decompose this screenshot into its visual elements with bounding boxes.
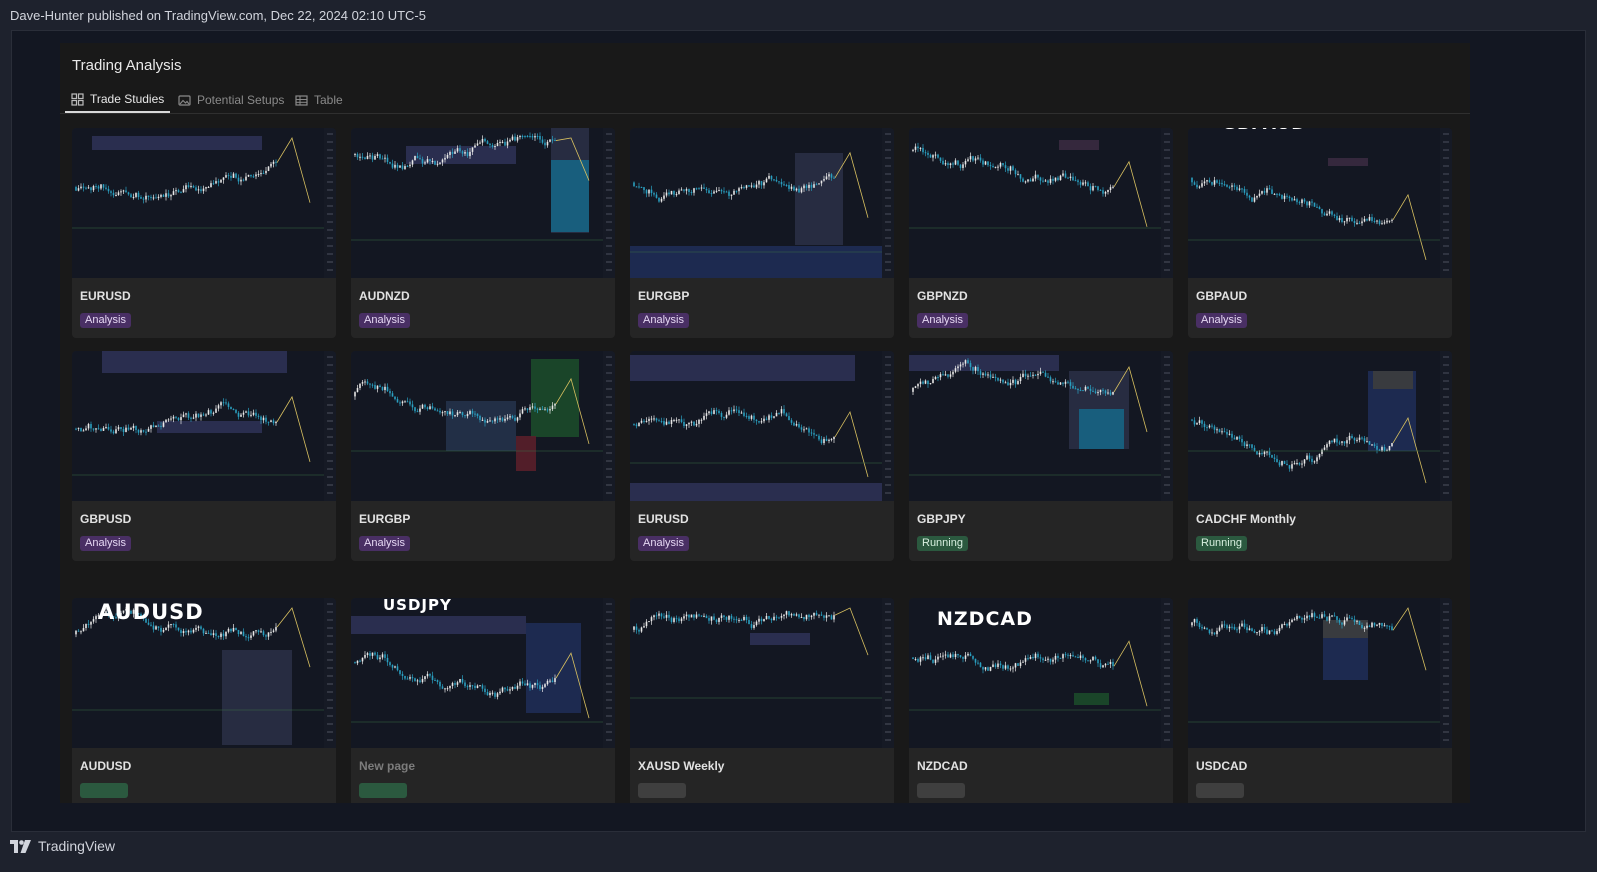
card-title: New page [359, 759, 416, 773]
chart-thumbnail [909, 351, 1173, 501]
gallery-card[interactable]: GBPJPY Running [909, 351, 1173, 561]
chart-thumbnail-image [1188, 128, 1452, 278]
tab-table[interactable]: Table [295, 87, 343, 113]
embedded-page-frame: Trading Analysis Trade Studies Potential… [11, 30, 1586, 832]
chart-ticker-label: NZDCAD [937, 608, 1033, 630]
gallery-card[interactable]: USDCAD [1188, 598, 1452, 803]
chart-thumbnail-image [72, 128, 336, 278]
gallery-card[interactable]: EURGBP Analysis [351, 351, 615, 561]
tradingview-footer: TradingView [10, 838, 115, 854]
chart-thumbnail: NZDCAD [909, 598, 1173, 748]
status-badge: Running [917, 536, 968, 551]
card-title: EURUSD [638, 512, 689, 526]
gallery-card[interactable]: NZDCAD NZDCAD [909, 598, 1173, 803]
tab-label: Trade Studies [90, 92, 165, 106]
status-badge: Analysis [917, 313, 968, 328]
gallery-card[interactable]: AUDUSD AUDUSD [72, 598, 336, 803]
status-badge: Analysis [638, 313, 689, 328]
status-badge: Running [1196, 536, 1247, 551]
status-badge: Analysis [1196, 313, 1247, 328]
status-badge [1196, 783, 1244, 798]
chart-thumbnail [630, 128, 894, 278]
card-title: GBPJPY [917, 512, 966, 526]
chart-thumbnail-image [909, 128, 1173, 278]
chart-ticker-label: AUDUSD [98, 600, 204, 624]
chart-thumbnail-image [630, 128, 894, 278]
card-title: NZDCAD [917, 759, 968, 773]
chart-thumbnail-image [630, 351, 894, 501]
chart-thumbnail [630, 351, 894, 501]
notion-gallery-panel: Trading Analysis Trade Studies Potential… [60, 43, 1470, 803]
chart-thumbnail-image [72, 351, 336, 501]
table-icon [295, 94, 308, 106]
chart-thumbnail: USDJPY [351, 598, 615, 748]
gallery-card[interactable]: GBPNZD Analysis [909, 128, 1173, 338]
chart-thumbnail [72, 128, 336, 278]
card-title: EURGBP [638, 289, 690, 303]
card-title: XAUSD Weekly [638, 759, 725, 773]
chart-thumbnail-image [909, 598, 1173, 748]
gallery-card[interactable]: AUDNZD Analysis [351, 128, 615, 338]
footer-brand: TradingView [38, 838, 116, 854]
status-badge: Analysis [359, 313, 410, 328]
status-badge: Analysis [80, 536, 131, 551]
chart-thumbnail: GBPAUD [1188, 128, 1452, 278]
chart-thumbnail-image [1188, 351, 1452, 501]
card-title: GBPNZD [917, 289, 968, 303]
gallery-card[interactable]: EURUSD Analysis [630, 351, 894, 561]
chart-thumbnail: AUDUSD [72, 598, 336, 748]
tab-trade-studies[interactable]: Trade Studies [65, 87, 171, 113]
chart-thumbnail-image [351, 128, 615, 278]
gallery-icon [71, 92, 84, 106]
status-badge: Analysis [638, 536, 689, 551]
chart-thumbnail [351, 351, 615, 501]
gallery-card[interactable]: CADCHF MonthlyRunning1 [1188, 351, 1452, 561]
card-title: EURGBP [359, 512, 411, 526]
chart-thumbnail [72, 351, 336, 501]
chart-ticker-label: GBPAUD [1222, 128, 1306, 134]
view-tabs: Trade Studies Potential Setups Table [60, 83, 1470, 114]
tab-potential-setups[interactable]: Potential Setups [178, 87, 284, 113]
chart-thumbnail [351, 128, 615, 278]
chart-thumbnail-image [1188, 598, 1452, 748]
card-title: GBPUSD [80, 512, 132, 526]
status-badge [917, 783, 965, 798]
tab-label: Potential Setups [197, 93, 285, 107]
gallery-card[interactable]: EURGBP Analysis [630, 128, 894, 338]
page-title: Trading Analysis [72, 57, 182, 74]
gallery-card[interactable]: XAUSD Weekly [630, 598, 894, 803]
chart-thumbnail-image [630, 598, 894, 748]
card-title: EURUSD [80, 289, 131, 303]
tab-label: Table [314, 93, 343, 107]
status-badge [80, 783, 128, 798]
chart-thumbnail [909, 128, 1173, 278]
status-badge [638, 783, 686, 798]
card-title: AUDNZD [359, 289, 410, 303]
gallery-card[interactable]: USDJPY New page [351, 598, 615, 803]
card-title: USDCAD [1196, 759, 1248, 773]
tradingview-logo-icon [10, 839, 31, 853]
publish-info: Dave-Hunter published on TradingView.com… [10, 8, 426, 23]
image-icon [178, 94, 191, 106]
chart-thumbnail-image [909, 351, 1173, 501]
chart-thumbnail [630, 598, 894, 748]
card-title: AUDUSD [80, 759, 132, 773]
card-title: GBPAUD [1196, 289, 1248, 303]
gallery-card[interactable]: GBPAUD GBPAUD Analysis [1188, 128, 1452, 338]
chart-thumbnail-image [351, 598, 615, 748]
chart-thumbnail-image [351, 351, 615, 501]
chart-ticker-label: USDJPY [383, 598, 452, 614]
status-badge: Analysis [359, 536, 410, 551]
chart-thumbnail [1188, 351, 1452, 501]
status-badge: Analysis [80, 313, 131, 328]
chart-thumbnail [1188, 598, 1452, 748]
gallery-card[interactable]: GBPUSD Analysis [72, 351, 336, 561]
chart-thumbnail-image [72, 598, 336, 748]
card-title: CADCHF Monthly [1196, 512, 1296, 526]
status-badge [359, 783, 407, 798]
gallery-card[interactable]: EURUSD Analysis [72, 128, 336, 338]
